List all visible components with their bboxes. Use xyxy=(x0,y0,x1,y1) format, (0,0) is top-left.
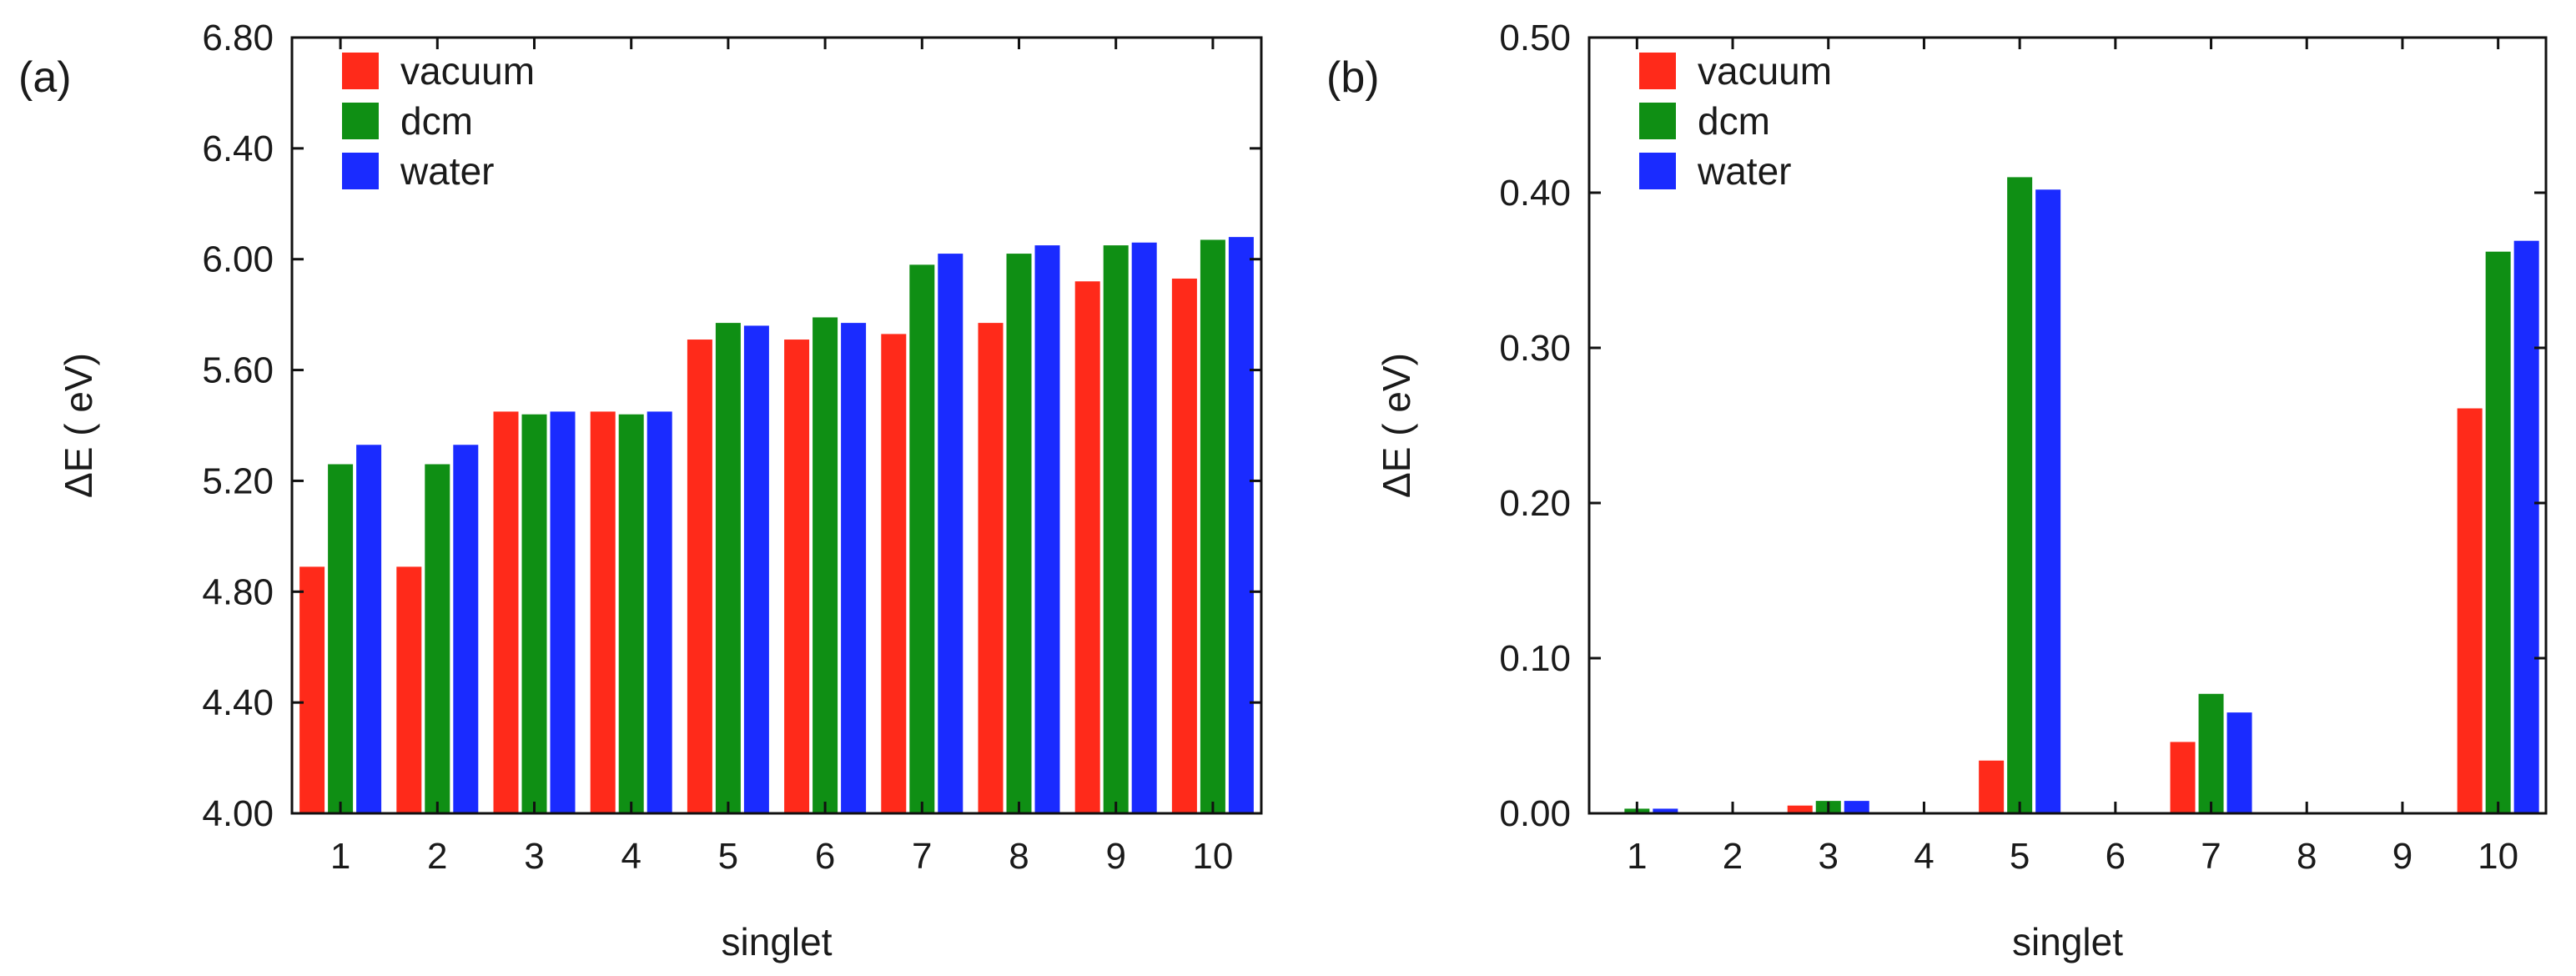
y-tick-label: 6.40 xyxy=(202,128,274,169)
bar-dcm-6 xyxy=(813,317,838,813)
x-tick-label: 10 xyxy=(1192,836,1233,877)
bar-water-10 xyxy=(2513,240,2539,813)
x-tick-label: 9 xyxy=(1105,836,1125,877)
x-tick-label: 2 xyxy=(427,836,447,877)
bar-water-2 xyxy=(453,445,479,813)
x-tick-label: 6 xyxy=(2106,836,2126,877)
x-tick-label: 8 xyxy=(2297,836,2317,877)
y-tick-label: 6.80 xyxy=(202,18,274,58)
bar-water-6 xyxy=(841,323,867,813)
legend-label-vacuum: vacuum xyxy=(400,49,535,93)
bar-dcm-4 xyxy=(618,414,644,813)
legend-label-water: water xyxy=(1697,149,1791,193)
bar-water-8 xyxy=(1034,245,1060,813)
bar-dcm-7 xyxy=(909,264,935,813)
bar-dcm-8 xyxy=(1006,254,1032,814)
y-tick-label: 5.20 xyxy=(202,460,274,501)
bar-vacuum-7 xyxy=(881,334,907,814)
bar-vacuum-3 xyxy=(1787,805,1813,813)
y-tick-label: 0.10 xyxy=(1499,638,1571,679)
y-tick-label: 4.00 xyxy=(202,793,274,834)
y-tick-label: 0.30 xyxy=(1499,328,1571,369)
x-tick-label: 5 xyxy=(2010,836,2030,877)
bar-water-9 xyxy=(1131,242,1157,813)
bar-water-5 xyxy=(743,325,769,813)
bar-vacuum-6 xyxy=(784,340,810,813)
bar-water-1 xyxy=(1653,808,1678,813)
bar-dcm-1 xyxy=(328,464,354,813)
legend-swatch-dcm xyxy=(1639,103,1676,139)
x-tick-label: 7 xyxy=(2201,836,2221,877)
bar-dcm-5 xyxy=(715,323,741,813)
bar-water-10 xyxy=(1228,237,1254,814)
legend-label-vacuum: vacuum xyxy=(1698,49,1832,93)
panel-label: (a) xyxy=(18,53,72,102)
bar-water-1 xyxy=(356,445,382,813)
bar-water-3 xyxy=(550,411,576,813)
bar-vacuum-7 xyxy=(2170,742,2196,813)
bar-dcm-9 xyxy=(1103,245,1129,813)
bar-vacuum-10 xyxy=(1171,278,1197,813)
x-tick-label: 3 xyxy=(524,836,544,877)
bar-dcm-10 xyxy=(1200,239,1225,813)
x-axis-title: singlet xyxy=(2012,920,2123,963)
x-tick-label: 1 xyxy=(330,836,350,877)
bar-water-7 xyxy=(938,254,963,814)
legend-label-dcm: dcm xyxy=(1698,99,1770,143)
panel-a: 4.00 4.40 4.80 5.20 5.60 6.00 6.40 6.80 1 2 3 4 5 6 7 8… xyxy=(18,18,1263,963)
x-tick-label: 1 xyxy=(1627,836,1647,877)
y-tick-label: 0.50 xyxy=(1499,18,1571,58)
legend-label-dcm: dcm xyxy=(400,99,473,143)
bar-dcm-2 xyxy=(425,464,450,813)
x-tick-label: 3 xyxy=(1819,836,1839,877)
legend-swatch-water xyxy=(1639,153,1676,189)
y-tick-label: 4.40 xyxy=(202,682,274,723)
panel-label: (b) xyxy=(1326,53,1380,102)
bar-dcm-7 xyxy=(2198,693,2224,813)
legend-swatch-vacuum xyxy=(1639,53,1676,89)
bar-vacuum-3 xyxy=(493,411,519,813)
bar-water-4 xyxy=(647,411,672,813)
x-tick-label: 4 xyxy=(1914,836,1934,877)
bar-dcm-5 xyxy=(2007,177,2033,813)
panel-b: 0.00 0.10 0.20 0.30 0.40 0.50 1 2 3 4 5 6 7 8 9 10 singl… xyxy=(1326,18,2548,963)
y-tick-label: 0.00 xyxy=(1499,793,1571,834)
bar-vacuum-4 xyxy=(590,411,616,813)
legend-swatch-water xyxy=(342,153,379,189)
bar-vacuum-10 xyxy=(2457,408,2483,813)
y-tick-label: 5.60 xyxy=(202,350,274,391)
x-tick-label: 5 xyxy=(718,836,738,877)
bar-water-7 xyxy=(2226,712,2252,813)
bar-vacuum-2 xyxy=(396,566,422,813)
bar-vacuum-5 xyxy=(687,340,712,813)
x-axis-title: singlet xyxy=(722,920,833,963)
bar-dcm-10 xyxy=(2485,251,2511,813)
legend-label-water: water xyxy=(400,149,494,193)
plot-frame xyxy=(1587,36,2548,815)
y-tick-label: 0.20 xyxy=(1499,483,1571,524)
x-tick-label: 9 xyxy=(2392,836,2412,877)
legend-swatch-vacuum xyxy=(342,53,379,89)
y-tick-label: 6.00 xyxy=(202,239,274,280)
x-tick-label: 7 xyxy=(912,836,932,877)
x-tick-label: 10 xyxy=(2478,836,2518,877)
legend-swatch-dcm xyxy=(342,103,379,139)
y-axis-title: ΔE ( eV) xyxy=(1375,353,1418,498)
bar-dcm-3 xyxy=(521,414,547,813)
bar-vacuum-5 xyxy=(1979,760,2005,813)
x-tick-label: 8 xyxy=(1009,836,1029,877)
bar-water-3 xyxy=(1844,801,1869,813)
y-tick-label: 0.40 xyxy=(1499,173,1571,214)
plot-frame xyxy=(290,36,1263,815)
bar-vacuum-8 xyxy=(978,323,1004,813)
y-tick-label: 4.80 xyxy=(202,571,274,612)
y-axis-title: ΔE ( eV) xyxy=(57,353,100,498)
x-tick-label: 4 xyxy=(621,836,641,877)
bar-vacuum-1 xyxy=(299,566,325,813)
x-tick-label: 2 xyxy=(1723,836,1743,877)
x-tick-label: 6 xyxy=(815,836,835,877)
bar-water-5 xyxy=(2035,189,2061,813)
bar-vacuum-9 xyxy=(1074,281,1100,813)
